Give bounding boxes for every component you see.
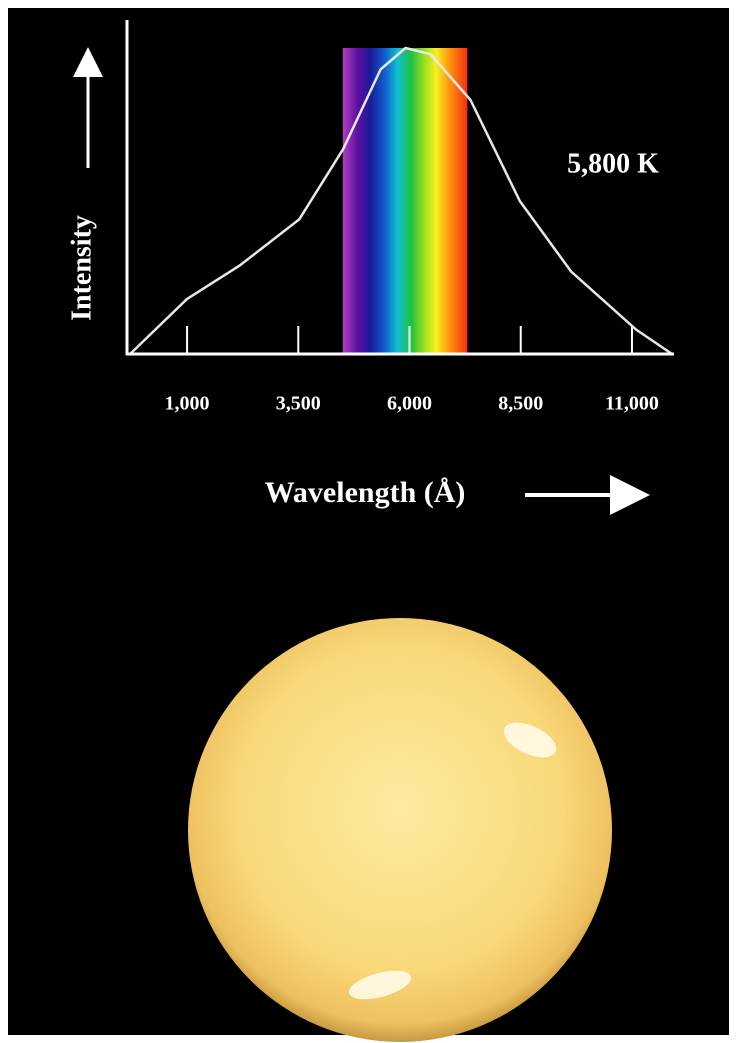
annotation: 5,800 K [567,148,659,179]
y-axis-label: Intensity [66,215,97,321]
x-tick-label: 3,500 [276,393,321,415]
visible-spectrum [343,48,468,354]
x-tick-label: 8,500 [498,393,543,415]
x-tick-label: 1,000 [165,393,210,415]
x-axis-label: Wavelength (Å) [265,476,466,509]
x-tick-label: 6,000 [387,393,432,415]
sun [188,618,612,1042]
chart: Intensity Wavelength (Å) 5,800 K 1,000 3,… [0,0,737,1043]
x-tick-label: 11,000 [605,393,659,415]
page: Intensity Wavelength (Å) 5,800 K 1,000 3,… [0,0,737,1043]
